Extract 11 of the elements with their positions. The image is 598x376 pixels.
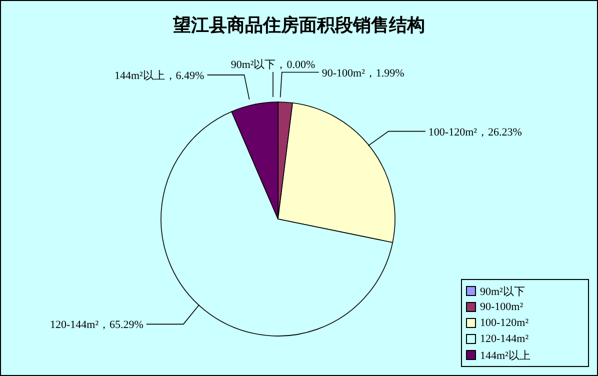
legend-label: 90-100m² — [480, 301, 524, 313]
legend-label: 120-144m² — [480, 333, 529, 345]
category-label: 144m²以上，6.49% — [114, 70, 204, 82]
category-label: 120-144m²，65.29% — [50, 319, 144, 332]
legend-label: 100-120m² — [480, 317, 529, 329]
category-label: 90m²以下，0.00% — [230, 59, 316, 71]
chart-title: 望江县商品住房面积段销售结构 — [172, 14, 426, 37]
category-label: 90-100m²，1.99% — [322, 67, 404, 80]
legend-label: 144m²以上 — [480, 348, 530, 362]
category-label: 100-120m²，26.23% — [428, 126, 522, 138]
legend-label: 90m²以下 — [480, 284, 525, 298]
